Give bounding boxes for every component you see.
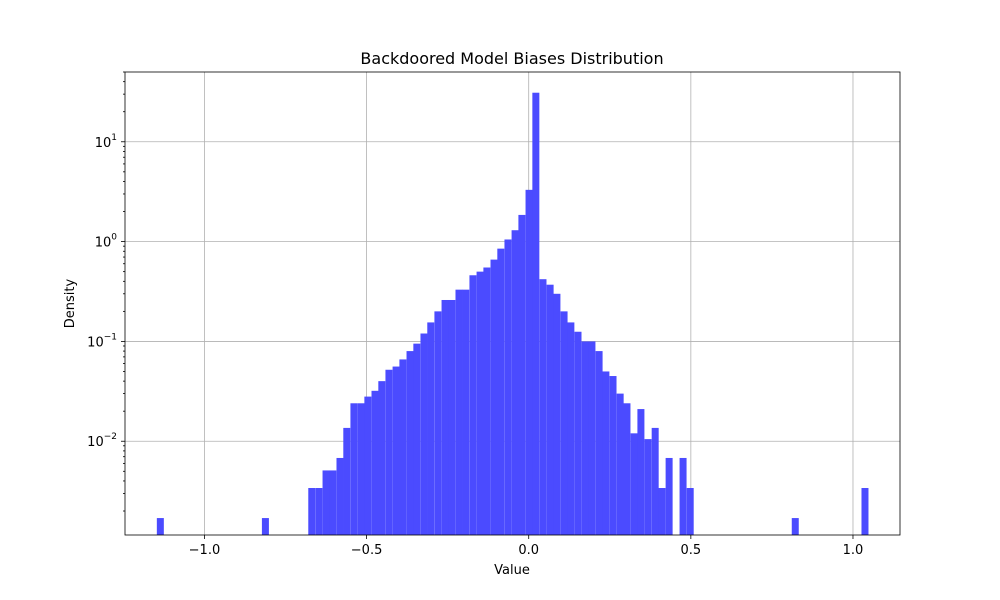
histogram-bar [476, 271, 484, 535]
histogram-bar [518, 214, 526, 536]
histogram-bar [448, 299, 456, 535]
histogram-bar [392, 366, 400, 535]
histogram-bar [525, 189, 533, 535]
histogram-bar [553, 293, 561, 535]
histogram-bar [350, 403, 358, 535]
histogram-bar [427, 322, 435, 535]
histogram-bar [497, 248, 505, 535]
histogram-bar [637, 409, 645, 535]
histogram-bar [385, 369, 393, 535]
histogram-bar [455, 289, 463, 535]
histogram-bar [588, 341, 596, 535]
histogram-bars [156, 92, 869, 536]
x-tick-label: 1.0 [843, 543, 864, 558]
histogram-bar [560, 311, 568, 535]
y-tick-base: 10 [95, 136, 112, 151]
histogram-bar [261, 518, 269, 535]
histogram-bar [322, 470, 330, 535]
histogram-bar [791, 518, 799, 535]
histogram-bar [336, 457, 344, 535]
x-axis-ticks: −1.0 −0.5 0.0 0.5 1.0 [189, 535, 864, 558]
y-tick-exponent: −2 [104, 432, 117, 442]
histogram-bar [595, 351, 603, 535]
histogram-bar [644, 439, 652, 535]
histogram-bar [609, 376, 617, 535]
histogram-bar [658, 488, 666, 535]
histogram-bar [343, 427, 351, 535]
histogram-bar [406, 351, 414, 535]
histogram-bar [686, 488, 694, 535]
histogram-bar [441, 299, 449, 535]
histogram-bar [434, 311, 442, 535]
histogram-bar [581, 341, 589, 535]
histogram-bar [371, 390, 379, 535]
y-tick-exponent: 1 [111, 133, 117, 143]
x-axis-label: Value [494, 563, 530, 578]
histogram-bar [630, 433, 638, 535]
y-tick-base: 10 [87, 435, 104, 450]
x-tick-label: 0.0 [518, 543, 539, 558]
histogram-bar [539, 279, 547, 535]
histogram-bar [483, 267, 491, 535]
histogram-bar [616, 393, 624, 535]
histogram-bar [308, 488, 316, 535]
y-tick-exponent: 0 [111, 233, 117, 243]
histogram-bar [364, 396, 372, 535]
y-tick-base: 10 [95, 236, 112, 251]
y-tick-label: 100 [95, 233, 118, 251]
histogram-bar [156, 518, 164, 535]
histogram-bar [399, 359, 407, 535]
y-tick-label: 10−1 [87, 332, 117, 350]
histogram-bar [462, 289, 470, 535]
histogram-bar [511, 230, 519, 535]
histogram-bar [329, 470, 337, 535]
plot-frame [124, 71, 901, 536]
histogram-bar [665, 457, 673, 535]
histogram-bar [490, 259, 498, 535]
x-tick-label: −0.5 [351, 543, 383, 558]
histogram-bar [413, 343, 421, 535]
histogram-bar [315, 488, 323, 535]
histogram-bar [623, 403, 631, 535]
histogram-bar [602, 371, 610, 535]
y-tick-exponent: −1 [104, 332, 117, 342]
chart-title: Backdoored Model Biases Distribution [360, 49, 663, 68]
histogram-bar [469, 275, 477, 535]
histogram-bar [861, 488, 869, 535]
histogram-bar [679, 457, 687, 535]
histogram-bar [532, 92, 540, 535]
x-tick-label: −1.0 [189, 543, 221, 558]
y-tick-label: 10−2 [87, 432, 117, 450]
histogram-bar [357, 403, 365, 535]
y-tick-label: 101 [95, 133, 117, 151]
histogram-bar [567, 322, 575, 535]
histogram-bar [651, 427, 659, 535]
histogram-bar [546, 284, 554, 535]
y-tick-base: 10 [87, 335, 104, 350]
y-axis-label: Density [63, 278, 78, 328]
histogram-bar [504, 239, 512, 536]
histogram-bar [378, 381, 386, 535]
histogram-bar [574, 331, 582, 535]
histogram-bar [420, 333, 428, 535]
x-tick-label: 0.5 [681, 543, 702, 558]
